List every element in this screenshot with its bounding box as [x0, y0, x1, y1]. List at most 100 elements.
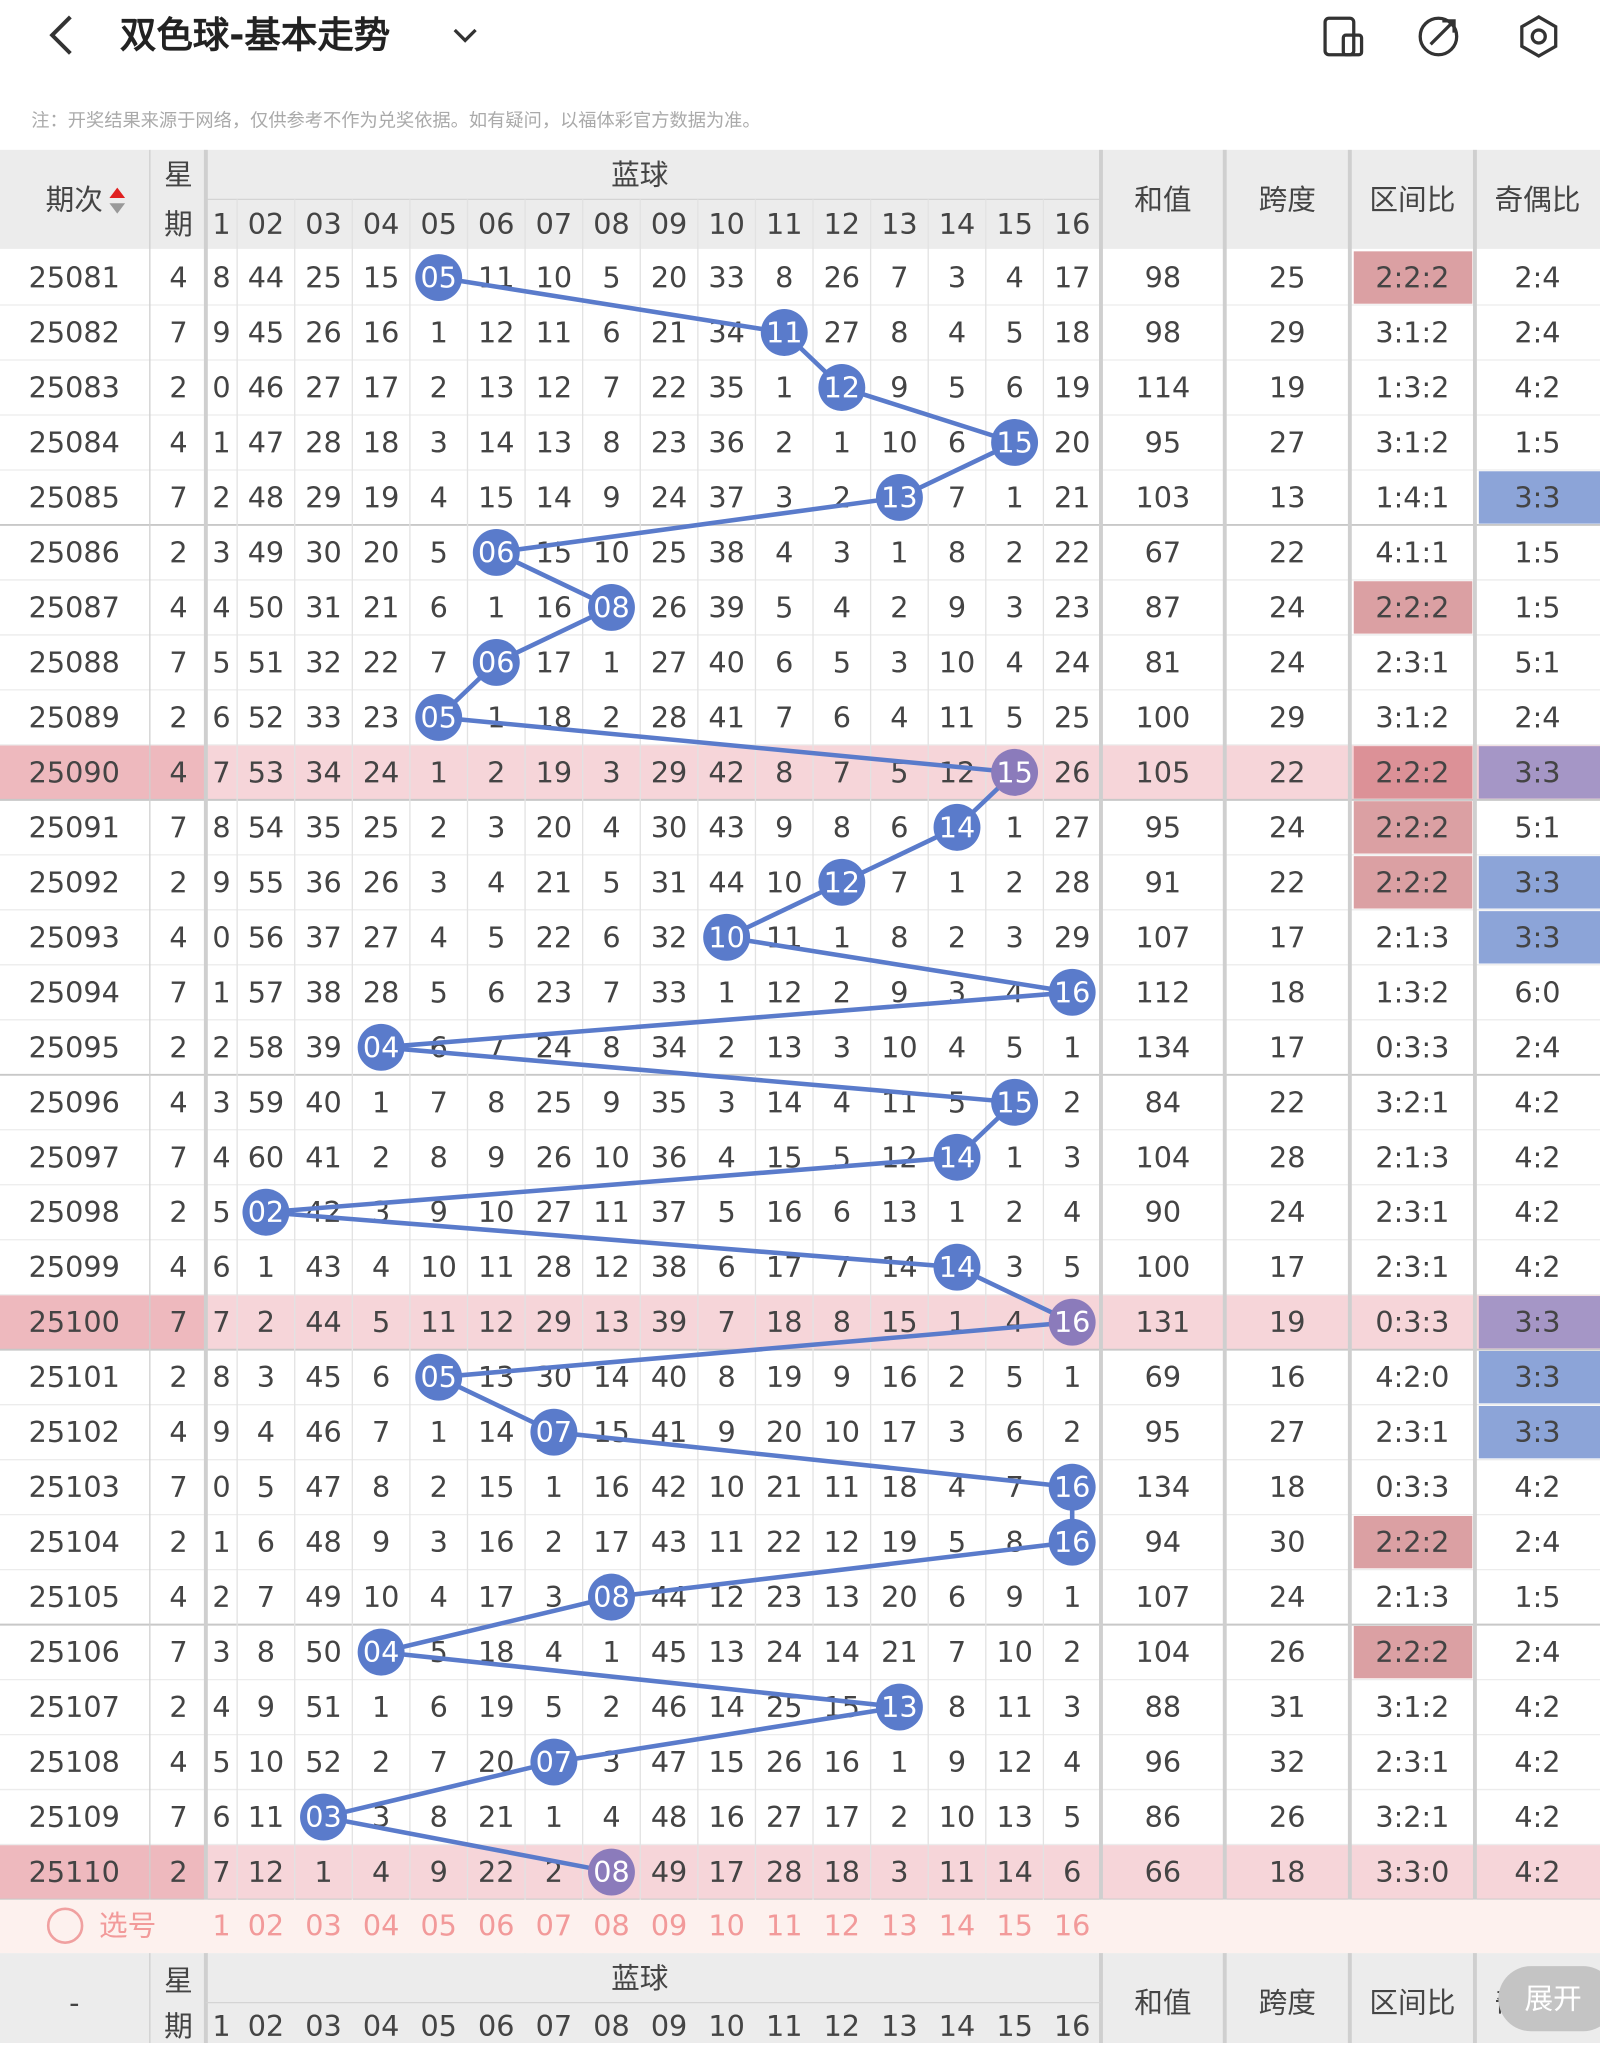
zone: 2:2:2 [1375, 1525, 1449, 1559]
cell: 10 [420, 1250, 456, 1284]
sum: 66 [1145, 1855, 1181, 1889]
cell: 8 [890, 316, 908, 350]
cell: 6 [948, 1580, 966, 1614]
cell: 40 [651, 1360, 687, 1394]
cell: 3 [890, 1855, 908, 1889]
select-number[interactable]: 03 [305, 1909, 341, 1943]
sum: 134 [1136, 1030, 1191, 1064]
cell: 46 [651, 1690, 687, 1724]
cell: 6 [718, 1250, 736, 1284]
weekday: 7 [169, 480, 187, 514]
period: 25108 [29, 1745, 120, 1779]
cell: 20 [363, 535, 399, 569]
blue-header: 蓝球 [611, 1961, 668, 1995]
sort-icon[interactable] [109, 187, 126, 199]
cell: 6 [890, 810, 908, 844]
select-number[interactable]: 04 [363, 1909, 399, 1943]
dropdown-button[interactable] [453, 28, 477, 43]
number-header: 14 [939, 2009, 975, 2043]
cell: 5 [1005, 316, 1023, 350]
parity: 4:2 [1514, 1140, 1560, 1174]
blue-ball-number: 08 [593, 590, 629, 624]
period-header: 期次 [46, 182, 103, 216]
cell: 3 [890, 645, 908, 679]
select-number[interactable]: 16 [1054, 1909, 1090, 1943]
cell: 3 [833, 1030, 851, 1064]
cell: 10 [939, 645, 975, 679]
select-number[interactable]: 07 [536, 1909, 572, 1943]
back-button[interactable] [49, 15, 72, 55]
select-number[interactable]: 13 [881, 1909, 917, 1943]
cell: 58 [248, 1030, 284, 1064]
cell: 6 [372, 1360, 390, 1394]
cell: 8 [775, 755, 793, 789]
zone: 0:3:3 [1375, 1305, 1449, 1339]
cell: 23 [1054, 590, 1090, 624]
select-number[interactable]: 02 [248, 1909, 284, 1943]
cell: 22 [536, 920, 572, 954]
parity: 2:4 [1514, 700, 1560, 734]
cell: 15 [593, 1415, 629, 1449]
cell: 4 [1005, 261, 1023, 295]
cell: 21 [536, 865, 572, 899]
blue-ball-number: 14 [939, 810, 975, 844]
number-header: 08 [593, 2009, 629, 2043]
cell: 2 [430, 1470, 448, 1504]
select-radio[interactable] [46, 1907, 84, 1944]
cell: 7 [430, 1085, 448, 1119]
cell: 22 [1054, 535, 1090, 569]
span: 13 [1269, 480, 1305, 514]
select-number[interactable]: 12 [824, 1909, 860, 1943]
expand-label[interactable]: 展开 [1524, 1982, 1581, 2016]
trend-line [265, 275, 1081, 1875]
device-icon[interactable] [1323, 16, 1364, 57]
blue-ball-number: 13 [881, 480, 917, 514]
weekday: 2 [169, 1855, 187, 1889]
cell: 7 [430, 1745, 448, 1779]
cell: 51 [305, 1690, 341, 1724]
cell: 20 [536, 810, 572, 844]
cell: 8 [430, 1140, 448, 1174]
share-icon[interactable] [1418, 16, 1459, 57]
select-number[interactable]: 11 [766, 1909, 802, 1943]
select-number[interactable]: 10 [708, 1909, 744, 1943]
sum: 91 [1145, 865, 1181, 899]
select-number[interactable]: 15 [996, 1909, 1032, 1943]
span-header: 跨度 [1259, 182, 1316, 216]
cell: 8 [487, 1085, 505, 1119]
cell: 46 [305, 1415, 341, 1449]
select-number[interactable]: 1 [212, 1909, 230, 1943]
weekday: 4 [169, 1745, 187, 1779]
cell: 6 [775, 645, 793, 679]
select-label[interactable]: 选号 [99, 1909, 156, 1943]
cell: 1 [1005, 480, 1023, 514]
select-number[interactable]: 09 [651, 1909, 687, 1943]
cell: 25 [363, 810, 399, 844]
cell: 48 [305, 1525, 341, 1559]
select-number[interactable]: 08 [593, 1909, 629, 1943]
blue-ball-number: 08 [593, 1580, 629, 1614]
cell: 49 [305, 1580, 341, 1614]
cell: 60 [248, 1140, 284, 1174]
settings-icon[interactable] [1520, 15, 1558, 58]
span: 30 [1269, 1525, 1305, 1559]
cell: 8 [833, 810, 851, 844]
cell: 2 [430, 810, 448, 844]
select-number[interactable]: 14 [939, 1909, 975, 1943]
cell: 6 [430, 590, 448, 624]
blue-ball [933, 1243, 981, 1291]
cell: 42 [305, 1195, 341, 1229]
period: 25093 [29, 920, 120, 954]
cell: 26 [1054, 755, 1090, 789]
select-number[interactable]: 06 [478, 1909, 514, 1943]
cell: 32 [651, 920, 687, 954]
parity: 4:2 [1514, 1470, 1560, 1504]
select-number[interactable]: 05 [420, 1909, 456, 1943]
cell: 9 [430, 1195, 448, 1229]
cell: 28 [1054, 865, 1090, 899]
cell: 23 [363, 700, 399, 734]
cell: 35 [651, 1085, 687, 1119]
number-header: 14 [939, 207, 975, 241]
sum: 131 [1136, 1305, 1191, 1339]
expand-button[interactable] [1498, 1966, 1600, 2032]
